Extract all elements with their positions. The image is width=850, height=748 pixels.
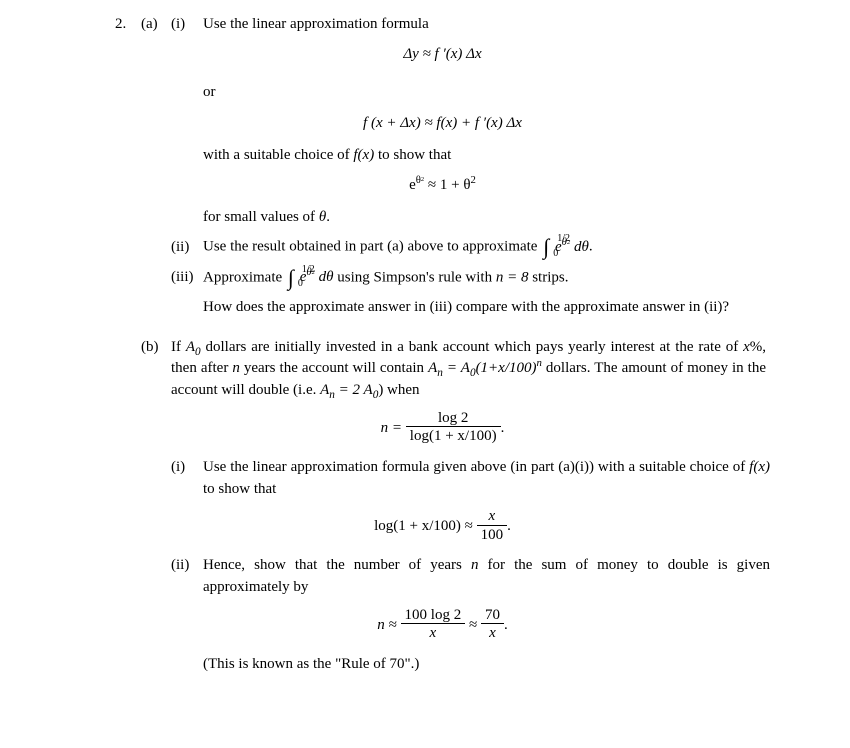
- b-intro-d: years the account will contain: [240, 360, 428, 376]
- text3b: .: [326, 209, 330, 225]
- b-i-text-b: to show that: [203, 481, 276, 497]
- part-a-ii-label: (ii): [171, 237, 203, 259]
- eq-delta-y-text: Δy ≈ f ′(x) Δx: [403, 46, 481, 62]
- a-iii-text-a: Approximate: [203, 269, 286, 285]
- eq-delta-y: Δy ≈ f ′(x) Δx: [115, 44, 770, 66]
- text2a: with a suitable choice of: [203, 147, 353, 163]
- r70-num1: 100 log 2: [401, 607, 466, 624]
- problem-header-row: 2. (a) (i) Use the linear approximation …: [115, 14, 770, 36]
- A0-sym: A0: [186, 339, 201, 355]
- part-a-ii-content: Use the result obtained in part (a) abov…: [203, 236, 770, 258]
- part-a-iii-content: Approximate ∫ 1/2 0 eθ2 dθ using Simpson…: [203, 267, 770, 289]
- eq-log-lhs: log(1 + x/100) ≈: [374, 518, 473, 534]
- problem-number: 2.: [115, 14, 141, 36]
- int1-lower: 0: [553, 247, 558, 262]
- eq-log-num: x: [477, 508, 508, 525]
- b-intro-b: dollars are initially invested in a bank…: [201, 339, 743, 355]
- eq-fx-deltax-text: f (x + Δx) ≈ f(x) + f ′(x) Δx: [363, 115, 522, 131]
- eq-log-frac: x 100: [477, 508, 508, 545]
- a-ii-text-a: Use the result obtained in part (a) abov…: [203, 239, 541, 255]
- double-eq: An = 2 A0: [320, 382, 378, 398]
- part-a-label: (a): [141, 14, 171, 36]
- r70-den2: x: [481, 623, 504, 644]
- integral-2: ∫ 1/2 0: [288, 267, 294, 289]
- fx-2: f(x): [749, 459, 770, 475]
- compare-text: How does the approximate answer in (iii)…: [203, 297, 770, 319]
- r70-tail: .: [504, 617, 508, 633]
- part-b-label: (b): [141, 337, 171, 359]
- text2b: to show that: [374, 147, 451, 163]
- r70-den1: x: [401, 623, 466, 644]
- part-a-i-label: (i): [171, 14, 203, 36]
- small-values-row: for small values of θ.: [115, 207, 770, 229]
- a0l: A: [186, 339, 195, 355]
- part-b-intro: If A0 dollars are initially invested in …: [171, 337, 770, 402]
- part-a-ii-row: (ii) Use the result obtained in part (a)…: [115, 236, 770, 258]
- r70-approx: ≈: [469, 617, 477, 633]
- eqN-lhs: n =: [381, 420, 402, 436]
- eq-e-theta2-text: eθ2 ≈ 1 + θ2: [409, 177, 476, 193]
- b-intro-f: ) when: [378, 382, 419, 398]
- part-b-i-content: Use the linear approximation formula giv…: [203, 457, 770, 501]
- rule70-note: (This is known as the "Rule of 70".): [203, 654, 770, 676]
- a-iii-text-b: using Simpson's rule with: [337, 269, 496, 285]
- part-b-ii-content: Hence, show that the number of years n f…: [203, 555, 770, 599]
- a-iii-text-c: strips.: [528, 269, 568, 285]
- part-a-iii-row: (iii) Approximate ∫ 1/2 0 eθ2 dθ using S…: [115, 267, 770, 289]
- eqN-den: log(1 + x/100): [406, 426, 501, 447]
- document-page: 2. (a) (i) Use the linear approximation …: [0, 0, 850, 690]
- eqN-tail: .: [501, 420, 505, 436]
- eqN-frac: log 2 log(1 + x/100): [406, 410, 501, 447]
- b-i-text-a: Use the linear approximation formula giv…: [203, 459, 749, 475]
- text3a: for small values of: [203, 209, 319, 225]
- eqN-num: log 2: [406, 410, 501, 427]
- r70-lhs: n ≈: [377, 617, 396, 633]
- part-b-row: (b) If A0 dollars are initially invested…: [115, 337, 770, 402]
- rule70-note-row: (This is known as the "Rule of 70".): [115, 654, 770, 676]
- eq-log-approx: log(1 + x/100) ≈ x 100 .: [115, 508, 770, 545]
- part-b-i-label: (i): [171, 457, 203, 479]
- integral-1: ∫ 1/2 0: [543, 236, 549, 258]
- n-eq-8: n = 8: [496, 269, 529, 285]
- suitable-choice-text: with a suitable choice of f(x) to show t…: [203, 145, 770, 167]
- xv-1: x: [743, 339, 750, 355]
- compare-row: How does the approximate answer in (iii)…: [115, 297, 770, 319]
- an-eq: An = A0(1+x/100)n: [428, 360, 542, 376]
- eq-fx-deltax: f (x + Δx) ≈ f(x) + f ′(x) Δx: [115, 113, 770, 135]
- eq-rule70: n ≈ 100 log 2 x ≈ 70 x .: [115, 607, 770, 644]
- nv-1: n: [232, 360, 240, 376]
- part-b-i-row: (i) Use the linear approximation formula…: [115, 457, 770, 501]
- fx-1: f(x): [353, 147, 374, 163]
- r70-frac1: 100 log 2 x: [401, 607, 466, 644]
- eq-log-tail: .: [507, 518, 511, 534]
- suitable-choice-row: with a suitable choice of f(x) to show t…: [115, 145, 770, 167]
- b-ii-text-a: Hence, show that the number of years: [203, 557, 471, 573]
- or-row: or: [115, 76, 770, 106]
- eq-log-den: 100: [477, 525, 508, 546]
- eq-n-formula: n = log 2 log(1 + x/100) .: [115, 410, 770, 447]
- b-intro-a: If: [171, 339, 186, 355]
- part-b-ii-row: (ii) Hence, show that the number of year…: [115, 555, 770, 599]
- or-text: or: [203, 82, 770, 104]
- part-a-i-text1: Use the linear approximation formula: [203, 14, 770, 36]
- small-values-text: for small values of θ.: [203, 207, 770, 229]
- part-a-iii-label: (iii): [171, 267, 203, 289]
- r70-num2: 70: [481, 607, 504, 624]
- int2-lower: 0: [298, 277, 303, 292]
- a-ii-text-b: .: [589, 239, 593, 255]
- eq-e-theta2: eθ2 ≈ 1 + θ2: [115, 175, 770, 197]
- part-b-ii-label: (ii): [171, 555, 203, 577]
- r70-frac2: 70 x: [481, 607, 504, 644]
